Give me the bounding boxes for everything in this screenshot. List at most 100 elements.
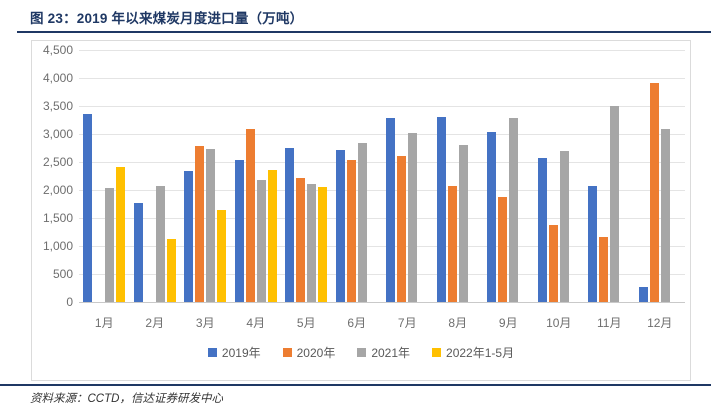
bar-2021年-10月 [559, 151, 569, 302]
x-axis-tick-label: 12月 [647, 316, 673, 330]
bar-2021年-5月 [307, 184, 317, 302]
legend-label: 2020年 [296, 346, 336, 360]
bar-group-10月 [534, 50, 585, 302]
bar-group-2月 [130, 50, 181, 302]
bar-2020年-6月 [346, 160, 356, 302]
y-axis-tick-label: 4,000 [42, 71, 73, 85]
x-axis-tick-label: 6月 [347, 316, 367, 330]
bar-2021年-8月 [458, 144, 468, 302]
x-axis-tick-label: 1月 [94, 316, 114, 330]
y-axis-tick-label: 4,500 [42, 43, 73, 57]
gridline [79, 190, 685, 191]
y-axis-tick-label: 0 [66, 295, 73, 309]
bar-2021年-11月 [610, 105, 620, 302]
bar-group-12月 [635, 50, 686, 302]
bar-2019年-2月 [133, 203, 143, 302]
legend-label: 2022年1-5月 [446, 346, 515, 360]
bar-2020年-5月 [296, 178, 306, 302]
bar-2021年-6月 [357, 143, 367, 302]
y-axis-tick-label: 3,000 [42, 127, 73, 141]
bar-2019年-3月 [184, 170, 194, 302]
bar-2019年-6月 [335, 150, 345, 302]
bar-2020年-7月 [397, 155, 407, 302]
chart-frame: 2019年 2020年 2021年 2022年1-5月 0 500 1,000 1,500 2… [31, 40, 691, 381]
y-axis-tick-label: 2,500 [42, 155, 73, 169]
x-axis-tick-label: 8月 [448, 316, 468, 330]
gridline [79, 78, 685, 79]
y-axis-tick-label: 1,000 [42, 239, 73, 253]
bar-2021年-4月 [256, 180, 266, 302]
bar-group-5月 [281, 50, 332, 302]
gridline [79, 218, 685, 219]
gridline [79, 162, 685, 163]
x-axis-tick-label: 11月 [597, 316, 622, 330]
bar-2020年-9月 [498, 197, 508, 302]
bar-group-6月 [332, 50, 383, 302]
x-axis-line [79, 302, 685, 303]
gridline [79, 246, 685, 247]
bar-2021年-9月 [509, 117, 519, 302]
bar-2021年-2月 [155, 185, 165, 302]
bar-2020年-4月 [245, 128, 255, 302]
legend-swatch [207, 348, 217, 357]
title-divider-line [17, 31, 711, 33]
bar-group-11月 [584, 50, 635, 302]
x-axis-tick-label: 10月 [546, 316, 572, 330]
y-axis-tick-label: 1,500 [42, 211, 73, 225]
bar-2019年-7月 [386, 117, 396, 302]
bar-2019年-8月 [436, 117, 446, 302]
bar-2022年1-5月-4月 [267, 170, 277, 302]
legend-swatch [432, 348, 442, 357]
bar-2020年-3月 [195, 146, 205, 302]
bar-group-9月 [483, 50, 534, 302]
x-axis-tick-label: 5月 [296, 316, 316, 330]
bar-2021年-7月 [408, 133, 418, 302]
bar-2019年-9月 [487, 132, 497, 302]
bar-2019年-1月 [83, 114, 93, 302]
x-axis-tick-label: 3月 [195, 316, 215, 330]
bar-group-1月 [79, 50, 130, 302]
source-note: 资料来源：CCTD，信达证券研发中心 [30, 393, 223, 405]
legend-swatch [357, 348, 367, 357]
x-axis-tick-label: 7月 [397, 316, 417, 330]
gridline [79, 106, 685, 107]
figure-title: 图 23：2019 年以来煤炭月度进口量（万吨） [30, 11, 304, 26]
chart-legend: 2019年 2020年 2021年 2022年1-5月 [32, 344, 690, 361]
bar-2019年-11月 [588, 185, 598, 302]
gridline [79, 134, 685, 135]
bar-2021年-1月 [105, 187, 115, 302]
bar-2019年-10月 [537, 158, 547, 302]
bar-2019年-4月 [234, 160, 244, 302]
bar-2022年1-5月-2月 [166, 238, 176, 302]
bar-2020年-11月 [599, 236, 609, 302]
legend-label: 2019年 [221, 346, 261, 360]
bar-group-4月 [231, 50, 282, 302]
plot-area [79, 50, 686, 303]
y-axis-tick-label: 3,500 [42, 99, 73, 113]
legend-item-2022年1-5月: 2022年1-5月 [432, 344, 514, 361]
x-axis-tick-label: 9月 [498, 316, 518, 330]
bar-group-8月 [433, 50, 484, 302]
bar-group-7月 [382, 50, 433, 302]
gridline [79, 50, 685, 51]
bar-2022年1-5月-3月 [217, 210, 227, 302]
y-axis-tick-label: 500 [52, 267, 73, 281]
legend-item-2020年: 2020年 [282, 344, 336, 361]
x-axis-tick-label: 2月 [145, 316, 165, 330]
gridline [79, 274, 685, 275]
bar-2019年-5月 [285, 148, 295, 302]
bar-2020年-12月 [649, 83, 659, 302]
bar-group-3月 [180, 50, 231, 302]
bar-2022年1-5月-5月 [318, 186, 328, 302]
legend-item-2019年: 2019年 [207, 344, 261, 361]
bar-2020年-10月 [548, 225, 558, 302]
bar-2022年1-5月-1月 [116, 166, 126, 302]
bar-2019年-12月 [638, 286, 648, 302]
x-axis-tick-label: 4月 [246, 316, 266, 330]
bar-2021年-3月 [206, 148, 216, 302]
y-axis-tick-label: 2,000 [42, 183, 73, 197]
bar-2021年-12月 [660, 128, 670, 302]
legend-swatch [282, 348, 292, 357]
bar-2020年-8月 [447, 186, 457, 302]
